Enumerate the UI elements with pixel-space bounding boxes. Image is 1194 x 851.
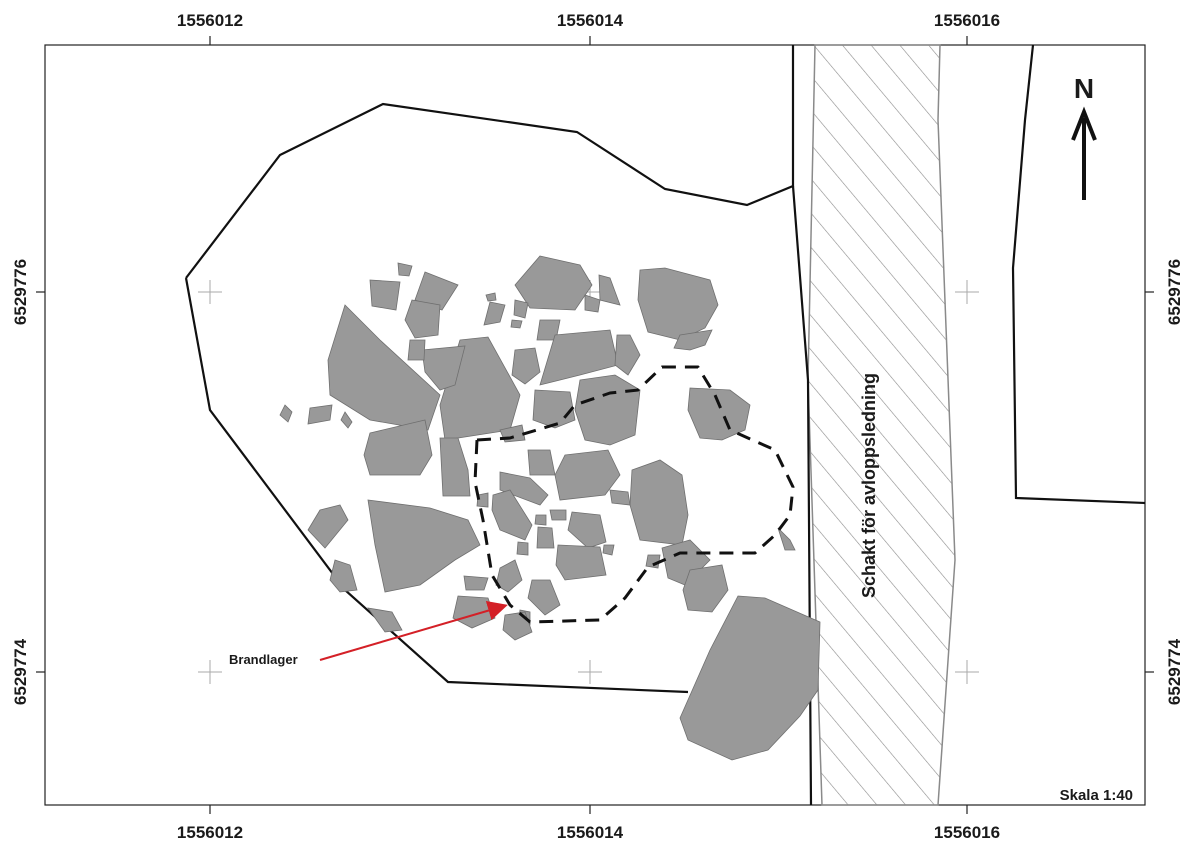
x-tick-label-bottom: 1556014 <box>557 823 624 842</box>
stone <box>404 299 441 339</box>
scale-label: Skala 1:40 <box>1060 787 1133 804</box>
stone <box>637 267 719 341</box>
stone <box>414 271 459 311</box>
stone <box>687 387 751 441</box>
stone <box>527 579 561 616</box>
stone <box>367 499 481 593</box>
stone <box>536 526 555 549</box>
trench-label: Schakt för avloppsledning <box>859 373 879 598</box>
right-feature-boundary <box>1011 44 1146 505</box>
stone <box>340 411 353 429</box>
stone <box>510 319 523 329</box>
stone <box>485 292 497 302</box>
stone <box>598 274 621 306</box>
frame-ticks <box>36 36 1154 814</box>
stone <box>682 564 729 613</box>
stone <box>554 449 621 501</box>
stone <box>584 294 601 313</box>
y-tick-label-left: 6529776 <box>11 259 30 325</box>
stone <box>279 404 293 423</box>
north-label: N <box>1074 73 1094 104</box>
y-tick-label-right: 6529774 <box>1165 638 1184 705</box>
fire-layer-boundary <box>473 365 795 624</box>
stone <box>407 339 426 361</box>
north-arrow: N <box>1071 73 1097 200</box>
stone <box>327 304 441 431</box>
stone <box>549 509 567 521</box>
stone <box>679 595 821 761</box>
stone <box>307 404 333 425</box>
stone <box>499 471 549 506</box>
y-tick-label-right: 6529776 <box>1165 259 1184 325</box>
trench-area <box>807 44 956 806</box>
stone <box>491 489 533 541</box>
stone <box>574 374 641 446</box>
x-tick-label-top: 1556016 <box>934 11 1000 30</box>
stones <box>279 255 821 761</box>
excavation-boundary <box>185 45 795 279</box>
stone <box>516 541 529 556</box>
x-tick-label-bottom: 1556012 <box>177 823 243 842</box>
stone <box>369 279 401 311</box>
x-tick-label-top: 1556014 <box>557 11 624 30</box>
stone <box>397 262 413 277</box>
stone <box>452 595 496 629</box>
stone <box>513 299 529 319</box>
stone <box>602 544 615 556</box>
north-arrow-head <box>1071 106 1097 141</box>
stone <box>539 329 619 386</box>
stone <box>307 504 349 549</box>
stone <box>363 419 433 476</box>
stone <box>609 489 631 506</box>
stone <box>777 527 796 551</box>
annotation-label: Brandlager <box>229 652 298 667</box>
stone <box>514 255 593 311</box>
stone <box>527 449 556 476</box>
x-tick-label-bottom: 1556016 <box>934 823 1000 842</box>
stone <box>629 459 689 546</box>
stone <box>463 575 489 591</box>
stone <box>483 301 506 326</box>
stone <box>476 492 489 508</box>
stone <box>555 544 607 581</box>
stone <box>614 334 641 376</box>
y-tick-label-left: 6529774 <box>11 638 30 705</box>
annotation-arrow-icon <box>319 600 508 661</box>
stone <box>421 345 466 391</box>
x-tick-label-top: 1556012 <box>177 11 243 30</box>
stone <box>673 329 713 351</box>
stone <box>329 559 358 593</box>
stone <box>532 389 576 429</box>
stone <box>567 511 607 549</box>
stone <box>367 607 403 633</box>
stone <box>534 514 547 526</box>
stone <box>511 347 541 385</box>
stone <box>439 437 471 497</box>
